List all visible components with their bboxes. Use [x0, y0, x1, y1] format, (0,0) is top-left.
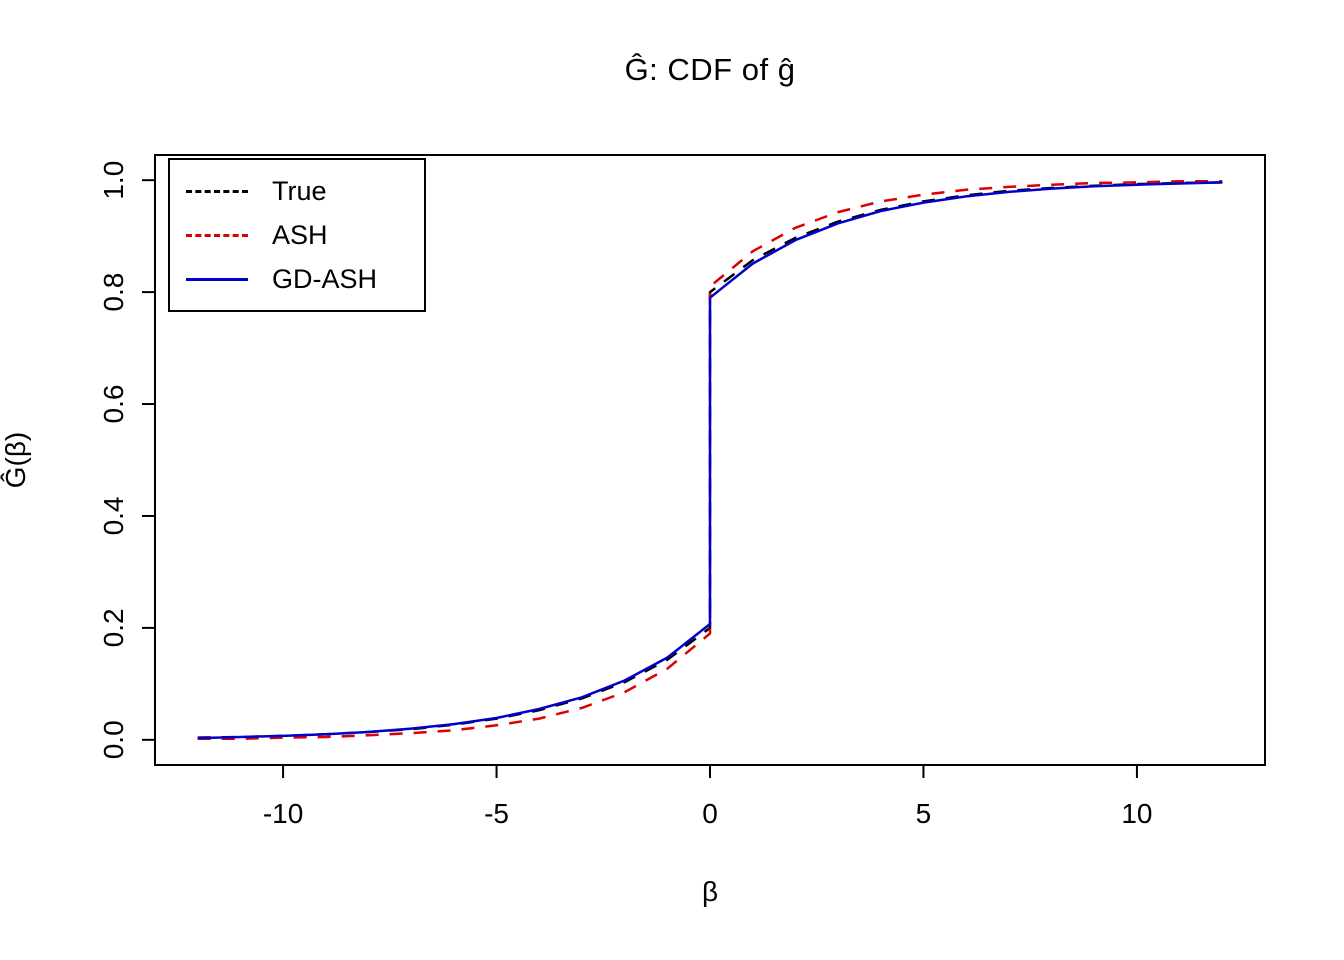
legend-line-sample: [186, 189, 248, 193]
legend-entry: GD-ASH: [186, 260, 424, 298]
y-tick-label: 0.0: [98, 720, 129, 759]
y-tick-label: 0.2: [98, 608, 129, 647]
x-tick-label: 5: [916, 798, 932, 829]
x-tick-label: -5: [484, 798, 509, 829]
legend-box: True ASH GD-ASH: [168, 158, 426, 312]
legend-label: True: [272, 175, 327, 206]
series-line-ash: [197, 180, 1223, 740]
legend-line-sample: [186, 233, 248, 237]
x-tick-label: -10: [263, 798, 303, 829]
legend-entry: ASH: [186, 216, 424, 254]
y-tick-label: 0.6: [98, 385, 129, 424]
x-axis-label: β: [701, 876, 719, 907]
legend-line-sample: [186, 277, 248, 281]
y-tick-label: 0.8: [98, 273, 129, 312]
series-line-gd-ash: [197, 181, 1223, 740]
legend-label: GD-ASH: [272, 263, 378, 294]
chart-title: Ĝ: CDF of ĝ: [624, 52, 796, 87]
legend-entry: True: [186, 172, 424, 210]
x-tick-label: 0: [702, 798, 718, 829]
y-tick-label: 0.4: [98, 496, 129, 535]
x-tick-label: 10: [1121, 798, 1152, 829]
y-axis-label: Ĝ(β): [0, 431, 31, 489]
y-tick-label: 1.0: [98, 161, 129, 200]
legend-label: ASH: [272, 219, 328, 250]
